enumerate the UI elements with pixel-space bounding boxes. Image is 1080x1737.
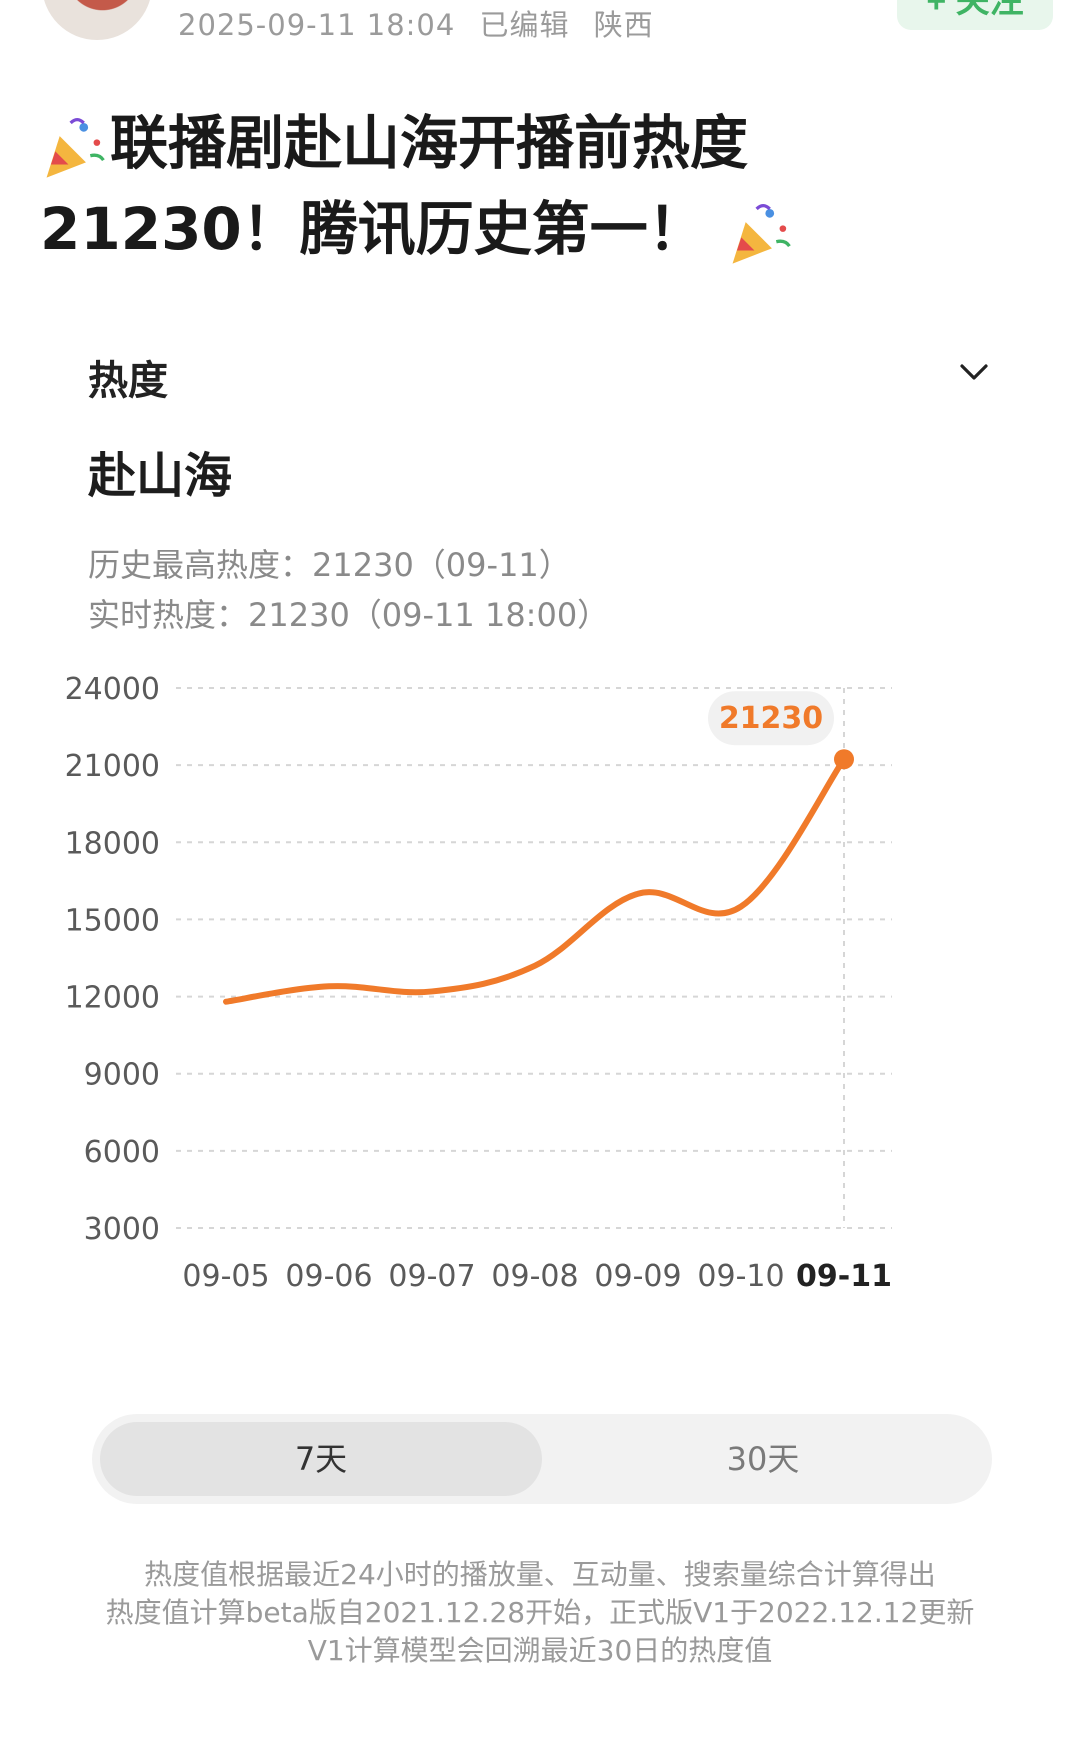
heat-panel: 热度 赴山海 历史最高热度：21230（09-11） 实时热度：21230（09…: [40, 318, 1040, 1698]
heat-series-line: [226, 759, 844, 1001]
x-tick-label: 09-08: [491, 1259, 578, 1294]
party-popper-icon: [40, 112, 110, 182]
follow-button[interactable]: + 关注: [897, 0, 1053, 30]
y-tick-label: 9000: [84, 1058, 160, 1093]
toggle-7d[interactable]: 7天: [100, 1422, 542, 1496]
title-line-1: 联播剧赴山海开播前热度: [110, 109, 748, 177]
x-tick-label: 09-09: [594, 1259, 681, 1294]
metric-selector[interactable]: 热度: [88, 348, 988, 398]
avatar[interactable]: [42, 0, 152, 40]
x-tick-label: 09-06: [285, 1259, 372, 1294]
chevron-down-icon[interactable]: [954, 352, 994, 392]
data-point: [834, 749, 854, 769]
metric-label: 热度: [88, 358, 168, 404]
post-title: 联播剧赴山海开播前热度 21230！腾讯历史第一！: [40, 100, 1000, 272]
x-tick-label: 09-10: [697, 1259, 784, 1294]
post-header: 2025-09-11 18:04 已编辑 陕西 + 关注: [0, 0, 1080, 60]
y-tick-label: 15000: [65, 903, 160, 938]
x-tick-label: 09-05: [182, 1259, 269, 1294]
y-tick-label: 21000: [65, 749, 160, 784]
realtime-heat-text: 实时热度：21230（09-11 18:00）: [88, 590, 609, 636]
heat-line-chart: 24000 21000 18000 15000 12000 9000 6000 3000 09-…: [40, 658, 1040, 1298]
footnote-line-2: 热度值计算beta版自2021.12.28开始，正式版V1于2022.12.12…: [40, 1594, 1040, 1632]
y-tick-label: 6000: [84, 1135, 160, 1170]
x-tick-label: 09-11: [796, 1259, 892, 1294]
footnote-line-1: 热度值根据最近24小时的播放量、互动量、搜索量综合计算得出: [40, 1556, 1040, 1594]
post-meta: 2025-09-11 18:04 已编辑 陕西: [178, 2, 668, 44]
show-name: 赴山海: [88, 436, 232, 506]
history-high-text: 历史最高热度：21230（09-11）: [88, 540, 571, 586]
x-tick-label: 09-07: [388, 1259, 475, 1294]
y-tick-label: 3000: [84, 1212, 160, 1247]
y-tick-label: 18000: [65, 826, 160, 861]
peak-value-label: 21230: [719, 701, 823, 736]
footnote-line-3: V1计算模型会回溯最近30日的热度值: [40, 1632, 1040, 1670]
location-label: 陕西: [594, 8, 654, 42]
party-popper-icon: [726, 198, 796, 268]
range-toggle: 7天 30天: [92, 1414, 992, 1504]
footnotes: 热度值根据最近24小时的播放量、互动量、搜索量综合计算得出 热度值计算beta版…: [40, 1556, 1040, 1670]
toggle-30d[interactable]: 30天: [542, 1422, 984, 1496]
title-line-2: 21230！腾讯历史第一！: [40, 195, 706, 263]
edited-label: 已编辑: [480, 8, 570, 42]
y-tick-label: 12000: [65, 981, 160, 1016]
y-tick-label: 24000: [65, 672, 160, 707]
post-date: 2025-09-11 18:04: [178, 8, 455, 42]
